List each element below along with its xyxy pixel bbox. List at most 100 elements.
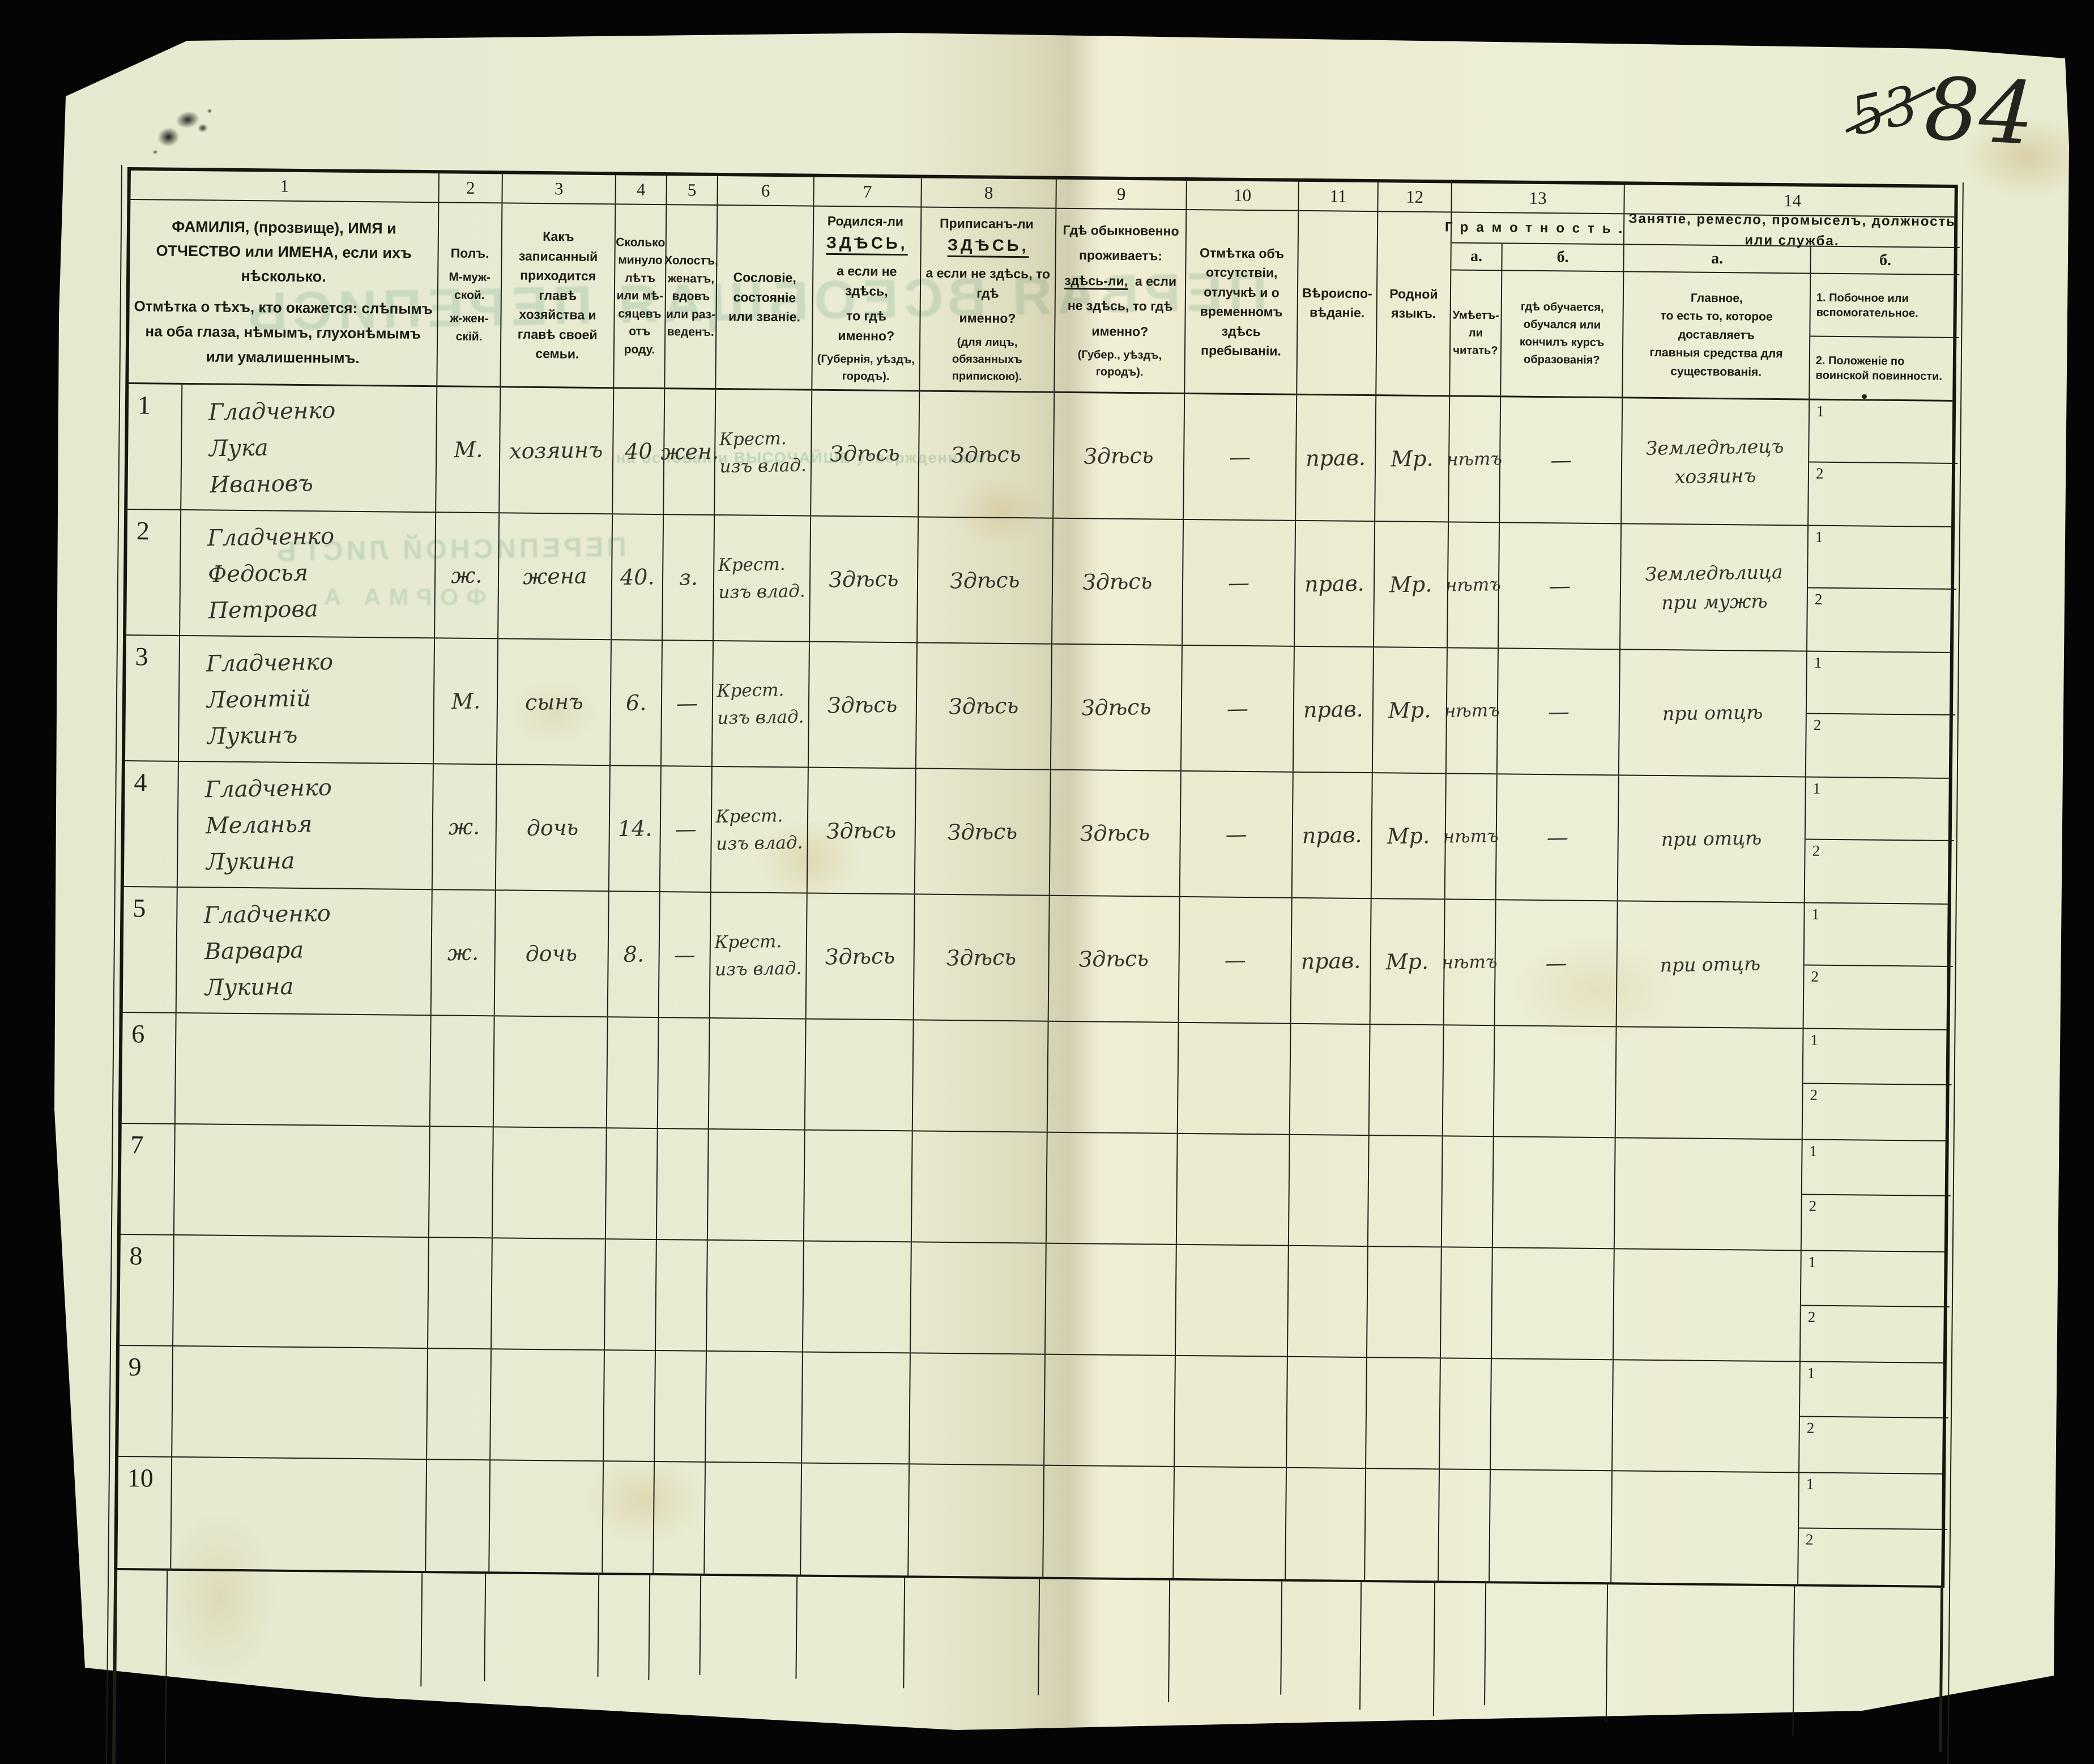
header-col14-side-text: 1. Побочное или вспомогательное. 2. Поло… <box>1810 274 1960 400</box>
sex-cell: М. <box>436 387 501 513</box>
estate-value: Крест. изъ влад. <box>714 931 802 981</box>
bleedthrough-small-line: на основаніи ВЫСОЧАЙШЕ утвержденнаго <box>616 449 986 466</box>
estate-value: Крест. изъ влад. <box>719 428 807 478</box>
registered-here-cell <box>909 1464 1045 1577</box>
residence-value: Здѣсь <box>1080 820 1150 846</box>
sub-row-label-2: 2 <box>1809 1197 1817 1215</box>
header-col10-absence: Отмѣтка объ отсутствіи, отлучкѣ и о врем… <box>1185 210 1299 394</box>
age-value: 14. <box>617 815 652 841</box>
row-number: 1 <box>137 390 151 420</box>
born-here-cell: Здѣсь <box>811 390 920 517</box>
table-header-row: ФАМИЛІЯ, (прозвище), ИМЯ и ОТЧЕСТВО или … <box>129 200 1960 402</box>
name-cell: Гладченко Леонтій Лукинъ <box>178 636 436 764</box>
sub-row-label-1: 1 <box>1816 402 1824 420</box>
occupation-secondary-cell: 1 2 <box>1803 1029 1952 1140</box>
estate-cell <box>706 1351 803 1463</box>
column-number: 10 <box>1187 180 1299 210</box>
language-value: Мр. <box>1385 948 1429 974</box>
marital-cell <box>658 1018 710 1128</box>
born-here-cell: Здѣсь <box>810 516 919 642</box>
name-value: Гладченко Федосья Петрова <box>207 523 335 624</box>
occupation-military-subcell: 2 <box>1798 1528 1947 1586</box>
literacy-reads-cell: нѣтъ <box>1445 522 1501 648</box>
row-number-cell: 4 <box>123 761 179 887</box>
occupation-main-cell <box>1614 1138 1803 1250</box>
header-col6-estate: Сословіе, состояніе или званіе. <box>716 206 814 389</box>
marital-cell: з. <box>663 515 715 640</box>
header-col2-sex: Полъ. М-муж- ской. ж-жен- скій. <box>437 203 503 386</box>
sub-row-label-2: 2 <box>1805 1531 1814 1548</box>
header-col8-here: ЗДѢСЬ, <box>947 236 1029 258</box>
registered-here-cell: Здѣсь <box>914 894 1050 1021</box>
absence-cell <box>1175 1245 1289 1356</box>
row-number: 7 <box>130 1130 144 1160</box>
estate-cell: Крест. изъ влад. <box>714 515 812 641</box>
age-value: 40. <box>620 564 655 590</box>
header-col12-text: Родной языкъ. <box>1389 286 1438 321</box>
age-cell: 14. <box>609 766 662 892</box>
row-number-cell: 2 <box>126 510 182 635</box>
absence-cell <box>1175 1356 1288 1467</box>
marital-cell <box>656 1129 709 1239</box>
row-number: 3 <box>135 642 148 671</box>
name-cell: Гладченко Варвара Лукина <box>176 887 433 1015</box>
literacy-education-cell: — <box>1495 900 1618 1026</box>
row-number: 9 <box>128 1352 142 1382</box>
occupation-military-subcell: 2 <box>1805 840 1954 904</box>
marital-value: — <box>676 690 698 716</box>
language-value: Мр. <box>1388 697 1431 723</box>
sub-row-label-1: 1 <box>1807 1364 1815 1382</box>
sub-row-label-2: 2 <box>1812 842 1820 859</box>
ink-dot <box>1862 394 1867 399</box>
column-number: 4 <box>616 175 667 204</box>
header-col9-residence: Гдѣ обыкновенно проживаетъ: здѣсь-ли, а … <box>1055 208 1187 393</box>
age-value: 8. <box>623 941 645 967</box>
occupation-secondary-cell: 1 2 <box>1809 400 1959 527</box>
residence-cell: Здѣсь <box>1052 518 1184 645</box>
name-value: Гладченко Лука Ивановъ <box>208 397 336 498</box>
sub-row-label-1: 1 <box>1810 1031 1818 1049</box>
residence-value: Здѣсь <box>1078 945 1149 972</box>
census-form: 1 2 3 4 5 6 7 8 9 10 11 12 13 14 ФАМИЛІЯ… <box>105 164 1964 1764</box>
estate-cell: Крест. изъ влад. <box>715 389 813 515</box>
dangling-rules <box>112 1570 1944 1764</box>
occupation-military-subcell: 2 <box>1802 1195 1951 1251</box>
table-row: 6 1 2 <box>121 1012 1952 1141</box>
literacy-reads-cell <box>1440 1247 1493 1358</box>
relation-value: жена <box>523 563 588 589</box>
born-here-cell: Здѣсь <box>807 768 916 894</box>
marital-cell: жен. <box>660 389 719 514</box>
header-col11-text: Вѣроиспо- вѣданіе. <box>1302 285 1372 320</box>
column-number: 11 <box>1299 181 1379 211</box>
absence-cell: — <box>1181 645 1295 772</box>
residence-cell <box>1045 1243 1177 1355</box>
religion-value: прав. <box>1302 822 1362 848</box>
sex-value: М. <box>451 688 480 714</box>
literacy-education-cell <box>1491 1248 1615 1360</box>
occupation-military-subcell: 2 <box>1801 1306 1950 1362</box>
religion-cell <box>1286 1468 1367 1580</box>
name-cell <box>174 1124 430 1237</box>
census-sheet-paper: ПЕРВАЯ ВСЕОБЩАЯ ПЕРЕПИСЬ ПЕРЕПИСНОЙ ЛИСТ… <box>54 33 2069 1730</box>
age-cell <box>603 1462 655 1574</box>
born-value: Здѣсь <box>825 943 895 970</box>
occupation-side-subcell: 1 <box>1802 1140 1951 1196</box>
registered-here-cell: Здѣсь <box>918 517 1054 644</box>
relation-value: хозяинъ <box>509 437 604 464</box>
header-col13-title: Грамотность. <box>1445 212 1630 245</box>
absence-cell <box>1174 1467 1287 1579</box>
literacy-reads-value: нѣтъ <box>1443 825 1499 847</box>
row-number-cell: 10 <box>117 1456 173 1569</box>
row-number: 8 <box>129 1241 143 1271</box>
sex-cell <box>426 1460 491 1572</box>
estate-value: Крест. изъ влад. <box>715 806 804 855</box>
religion-cell: прав. <box>1296 395 1377 521</box>
occupation-main-cell: при отцѣ <box>1619 650 1807 777</box>
column-number: 9 <box>1056 179 1187 209</box>
absence-cell: — <box>1180 771 1294 897</box>
language-cell: Мр. <box>1371 773 1447 899</box>
sex-cell: ж. <box>431 890 496 1016</box>
header-col9-paren: (Губер., уѣздъ, городъ). <box>1077 348 1162 379</box>
registered-value: Здѣсь <box>950 567 1021 594</box>
registered-here-cell: Здѣсь <box>916 643 1052 769</box>
